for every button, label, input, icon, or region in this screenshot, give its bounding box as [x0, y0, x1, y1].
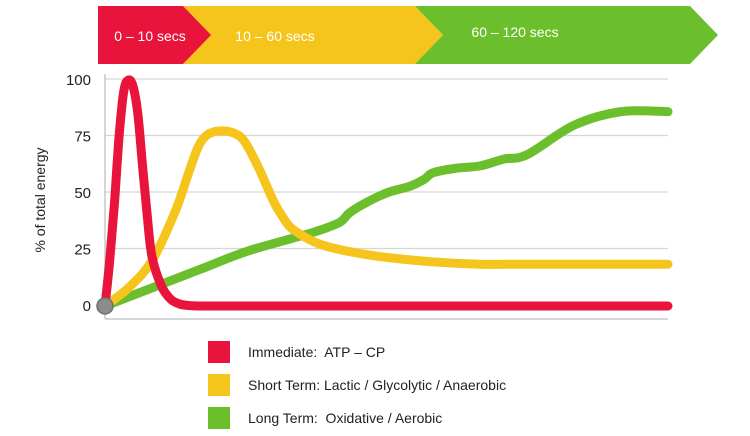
grid-lines — [105, 78, 668, 250]
y-tick-label: 50 — [74, 185, 91, 202]
phase-banner: 0 – 10 secs 10 – 60 secs 60 – 120 secs — [98, 6, 718, 64]
energy-systems-chart: 0 – 10 secs 10 – 60 secs 60 – 120 secs 0 25… — [32, 6, 718, 320]
phase-label-1: 10 – 60 secs — [235, 28, 314, 44]
y-axis-label: % of total energy — [32, 147, 48, 252]
legend-label-short-term: Short Term: Lactic / Glycolytic / Anaero… — [248, 377, 507, 393]
legend-swatch-long-term — [208, 407, 230, 429]
legend-swatch-immediate — [208, 341, 230, 363]
phase-arrow-2 — [415, 6, 718, 64]
series-immediate-line — [100, 75, 673, 311]
legend: Immediate: ATP – CP Short Term: Lactic /… — [208, 337, 506, 436]
y-tick-label: 100 — [66, 72, 91, 89]
y-tick-label: 0 — [83, 298, 91, 315]
y-tick-labels: 0 25 50 75 100 — [66, 72, 91, 315]
legend-item-immediate: Immediate: ATP – CP — [208, 337, 506, 367]
y-tick-label: 75 — [74, 129, 91, 146]
origin-marker — [96, 297, 114, 315]
series-long-term-line — [100, 106, 673, 311]
series-short-term-line — [100, 126, 673, 311]
y-tick-label: 25 — [74, 242, 91, 259]
phase-label-2: 60 – 120 secs — [471, 24, 558, 40]
legend-label-immediate: Immediate: ATP – CP — [248, 344, 386, 360]
phase-arrow-0 — [98, 6, 215, 64]
phase-label-0: 0 – 10 secs — [114, 28, 186, 44]
legend-label-long-term: Long Term: Oxidative / Aerobic — [248, 410, 443, 426]
legend-swatch-short-term — [208, 374, 230, 396]
series-lines — [96, 75, 673, 315]
legend-item-short-term: Short Term: Lactic / Glycolytic / Anaero… — [208, 370, 506, 400]
phase-arrow-1 — [183, 6, 443, 64]
legend-item-long-term: Long Term: Oxidative / Aerobic — [208, 403, 506, 433]
